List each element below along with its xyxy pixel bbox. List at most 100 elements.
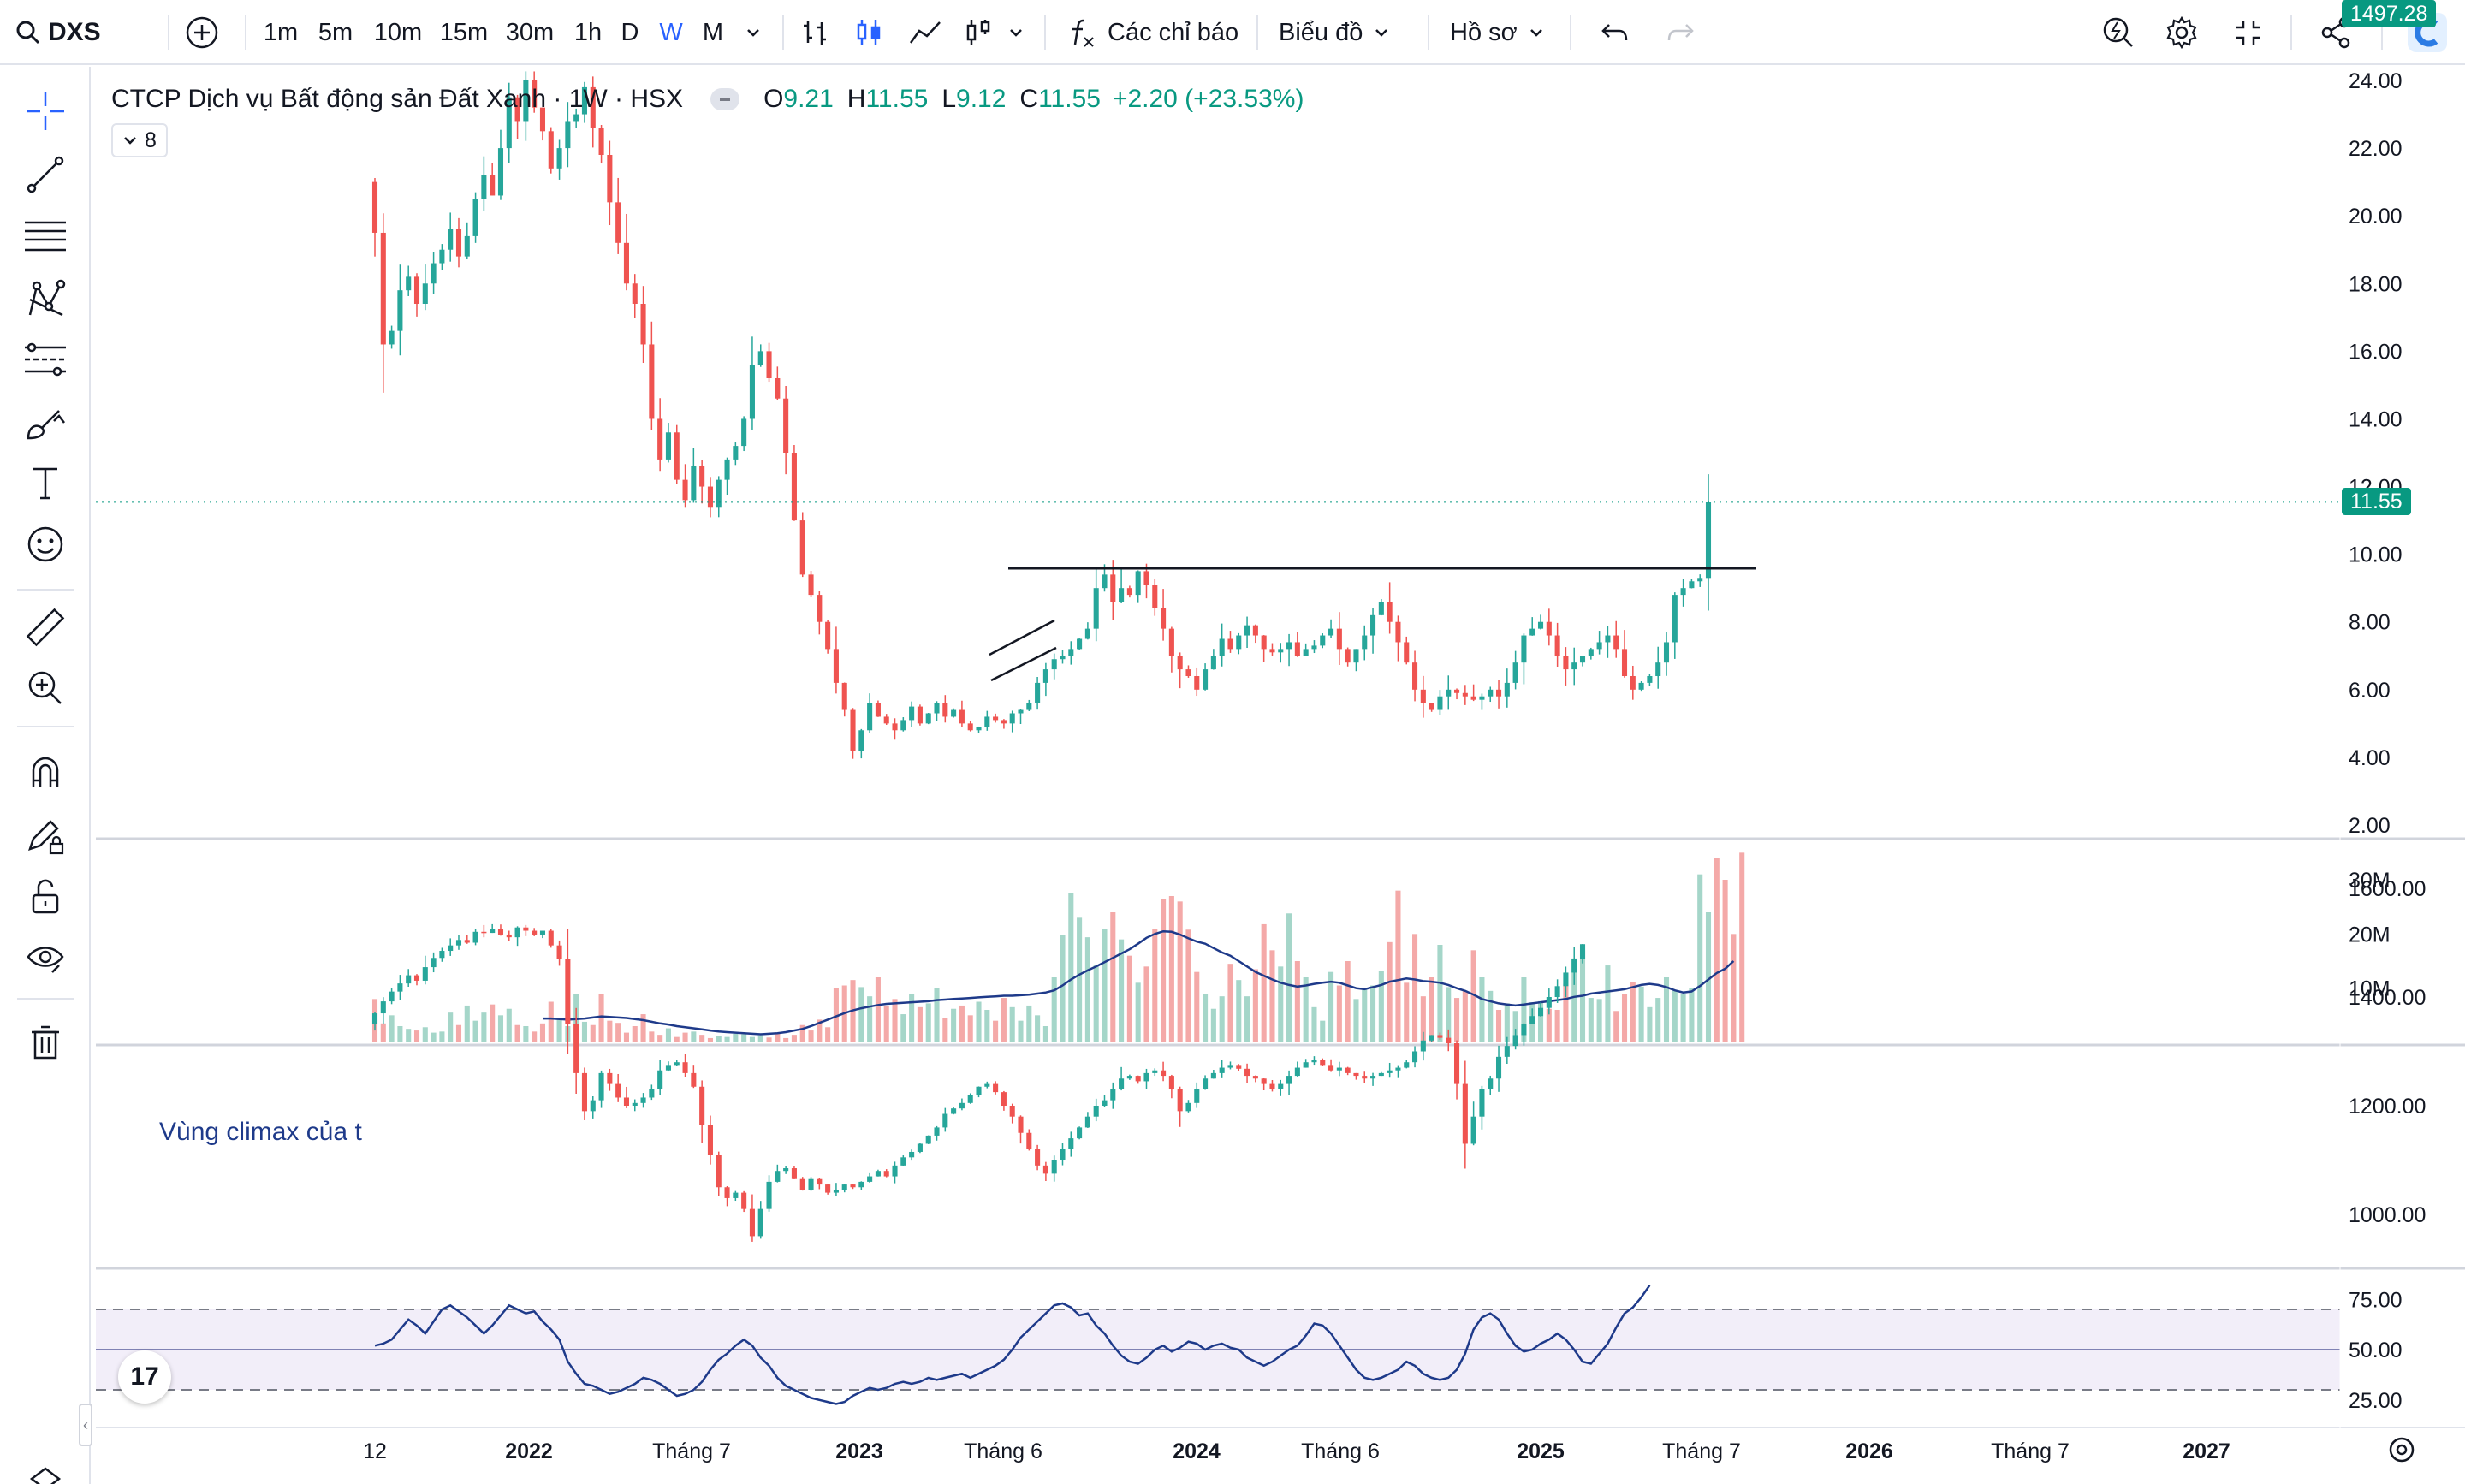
rsi-axis[interactable]: 25.00 50.00 75.00 xyxy=(2349,1288,2403,1413)
candle xyxy=(1395,615,1401,662)
chevron-down-icon xyxy=(124,137,136,145)
symbol-search[interactable]: DXS xyxy=(15,0,101,65)
candles-style-button[interactable] xyxy=(847,0,890,65)
channel-line-lower[interactable] xyxy=(990,646,1057,682)
heikin-style-button[interactable] xyxy=(959,0,998,65)
undo-button[interactable] xyxy=(1592,0,1638,65)
interval-10m[interactable]: 10m xyxy=(373,18,423,46)
candle xyxy=(657,398,663,472)
hide-drawings-tool[interactable] xyxy=(0,933,91,984)
fullscreen-button[interactable] xyxy=(2225,0,2272,65)
candle xyxy=(1353,649,1359,672)
volume-bar xyxy=(657,1035,663,1042)
tradingview-logo[interactable]: 17 xyxy=(118,1350,171,1404)
candle xyxy=(380,213,386,393)
plus-circle-icon xyxy=(186,16,218,49)
drawings[interactable] xyxy=(989,567,1756,682)
candle xyxy=(892,718,898,740)
profile-menu-button[interactable]: Hồ sơ xyxy=(1450,0,1553,65)
quick-search-button[interactable] xyxy=(2095,0,2141,65)
interval-d[interactable]: D xyxy=(621,18,639,46)
interval-1h[interactable]: 1h xyxy=(573,18,603,46)
interval-30m[interactable]: 30m xyxy=(505,18,555,46)
object-tree-tool[interactable] xyxy=(0,1453,91,1484)
index-axis[interactable]: 1000.00 1200.00 1400.00 1600.00 xyxy=(2349,877,2426,1227)
chart-style-dropdown[interactable] xyxy=(1003,0,1029,65)
settings-button[interactable] xyxy=(2159,0,2205,65)
candle xyxy=(1362,625,1368,661)
candle xyxy=(682,1054,688,1077)
volume-bar xyxy=(548,1001,554,1042)
candle xyxy=(1261,635,1267,662)
volume-bar xyxy=(1168,896,1174,1042)
measure-tool[interactable] xyxy=(0,603,91,654)
candle xyxy=(1252,1075,1258,1083)
pattern-tool[interactable] xyxy=(0,274,91,325)
volume-bar xyxy=(1236,980,1242,1042)
interval-1m[interactable]: 1m xyxy=(263,18,299,46)
candle xyxy=(984,1081,990,1089)
time-tick-label: Tháng 6 xyxy=(1301,1439,1380,1463)
candle xyxy=(406,969,412,988)
emoji-tool[interactable] xyxy=(0,519,91,570)
stay-drawing-tool[interactable] xyxy=(0,810,91,861)
candle xyxy=(1437,690,1443,715)
candle xyxy=(749,336,755,430)
price-axis[interactable]: 2.004.006.008.0010.0012.0014.0016.0018.0… xyxy=(2349,69,2403,838)
interval-15m[interactable]: 15m xyxy=(439,18,489,46)
candle xyxy=(548,929,554,948)
candle xyxy=(707,477,713,518)
chart-menu-button[interactable]: Biểu đồ xyxy=(1279,0,1416,65)
magnet-tool[interactable] xyxy=(0,746,91,798)
function-icon xyxy=(1072,19,1094,47)
candle xyxy=(1689,579,1695,589)
candle xyxy=(766,1175,772,1212)
volume-bar xyxy=(1286,913,1292,1042)
interval-m[interactable]: M xyxy=(702,18,724,46)
volume-bar xyxy=(1152,929,1158,1042)
volume-bar xyxy=(917,1006,923,1042)
volume-bar xyxy=(1705,912,1712,1042)
candle xyxy=(791,445,797,521)
volume-axis[interactable]: 10M 20M 30M xyxy=(2349,869,2391,1001)
volume-bar xyxy=(1621,994,1628,1042)
interval-dropdown[interactable] xyxy=(740,0,767,65)
trend-line-tool[interactable] xyxy=(0,149,91,200)
indicators-button[interactable]: Các chỉ báo xyxy=(1063,0,1243,65)
axis-settings-gear-icon[interactable] xyxy=(2389,1437,2415,1463)
redo-button[interactable] xyxy=(1657,0,1703,65)
text-annotation[interactable]: Vùng climax của t xyxy=(159,1118,362,1146)
chart-legend: CTCP Dịch vụ Bất động sản Đất Xanh · 1W … xyxy=(111,82,1304,116)
candle xyxy=(858,728,864,759)
volume-bar xyxy=(1638,986,1644,1042)
interval-w[interactable]: W xyxy=(659,18,683,46)
lock-drawings-tool[interactable] xyxy=(0,871,91,923)
text-tool[interactable] xyxy=(0,457,91,508)
bar-style-button[interactable] xyxy=(794,0,837,65)
forecast-tool[interactable] xyxy=(0,334,91,385)
legend-title[interactable]: CTCP Dịch vụ Bất động sản Đất Xanh · 1W … xyxy=(111,85,684,113)
candle xyxy=(867,693,873,733)
channel-line-upper[interactable] xyxy=(989,619,1055,656)
candle xyxy=(573,108,579,128)
volume-bar xyxy=(1722,880,1728,1042)
crosshair-tool[interactable] xyxy=(0,86,91,137)
interval-5m[interactable]: 5m xyxy=(318,18,353,46)
brush-tool[interactable] xyxy=(0,397,91,448)
volume-bar xyxy=(799,1024,805,1042)
candle xyxy=(1110,560,1116,620)
zoom-tool[interactable] xyxy=(0,662,91,714)
remove-drawings-tool[interactable] xyxy=(0,1017,91,1068)
volume-bar xyxy=(1495,1010,1502,1042)
fib-tool[interactable] xyxy=(0,211,91,262)
indicators-collapse-button[interactable]: 8 xyxy=(111,123,168,157)
volume-bar xyxy=(1446,987,1452,1042)
legend-more-button[interactable] xyxy=(710,88,740,110)
compare-add-button[interactable] xyxy=(180,0,224,65)
candle xyxy=(799,1177,805,1191)
volume-bar xyxy=(1596,999,1602,1042)
expand-panel-tab[interactable]: ‹ xyxy=(79,1404,92,1446)
line-style-button[interactable] xyxy=(900,0,950,65)
time-axis[interactable]: 12 2022 Tháng 7 2023 Tháng 6 2024 Tháng 6 2025 T… xyxy=(363,1439,2230,1463)
